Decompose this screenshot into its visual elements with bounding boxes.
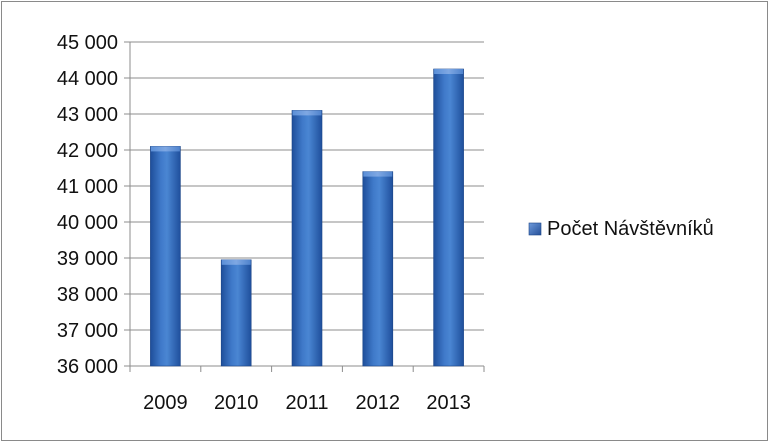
tick-labels: 36 000 37 000 38 000 39 000 40 000 41 000 42 0… — [57, 32, 471, 414]
y-tick-label: 39 000 — [57, 248, 118, 270]
bar-2013 — [433, 68, 464, 367]
bar-2012 — [362, 171, 394, 367]
bar-cap-2011 — [292, 110, 322, 116]
y-tick-label: 37 000 — [57, 320, 118, 342]
bar-2009 — [150, 146, 181, 367]
bar-cap-2012 — [363, 171, 393, 177]
legend: Počet Návštěvníků — [528, 218, 714, 240]
bars — [150, 68, 464, 367]
y-tick-label: 44 000 — [57, 68, 118, 90]
bar-2010 — [220, 259, 252, 367]
legend-swatch — [528, 222, 542, 236]
y-tick-label: 40 000 — [57, 212, 118, 234]
y-tick-label: 38 000 — [57, 284, 118, 306]
x-tick-label: 2009 — [143, 392, 188, 414]
legend-label: Počet Návštěvníků — [547, 218, 714, 240]
y-tick-label: 41 000 — [57, 176, 118, 198]
bar-2011 — [291, 110, 323, 367]
bar-cap-2010 — [221, 259, 251, 265]
axes — [124, 41, 485, 372]
y-tick-label: 45 000 — [57, 32, 118, 54]
bar-cap-2009 — [150, 146, 180, 152]
y-tick-label: 43 000 — [57, 104, 118, 126]
x-tick-label: 2012 — [356, 392, 401, 414]
y-tick-label: 36 000 — [57, 356, 118, 378]
x-tick-label: 2011 — [285, 392, 328, 414]
x-tick-label: 2010 — [214, 392, 259, 414]
y-tick-label: 42 000 — [57, 140, 118, 162]
x-tick-label: 2013 — [426, 392, 471, 414]
bar-cap-2013 — [434, 69, 464, 74]
